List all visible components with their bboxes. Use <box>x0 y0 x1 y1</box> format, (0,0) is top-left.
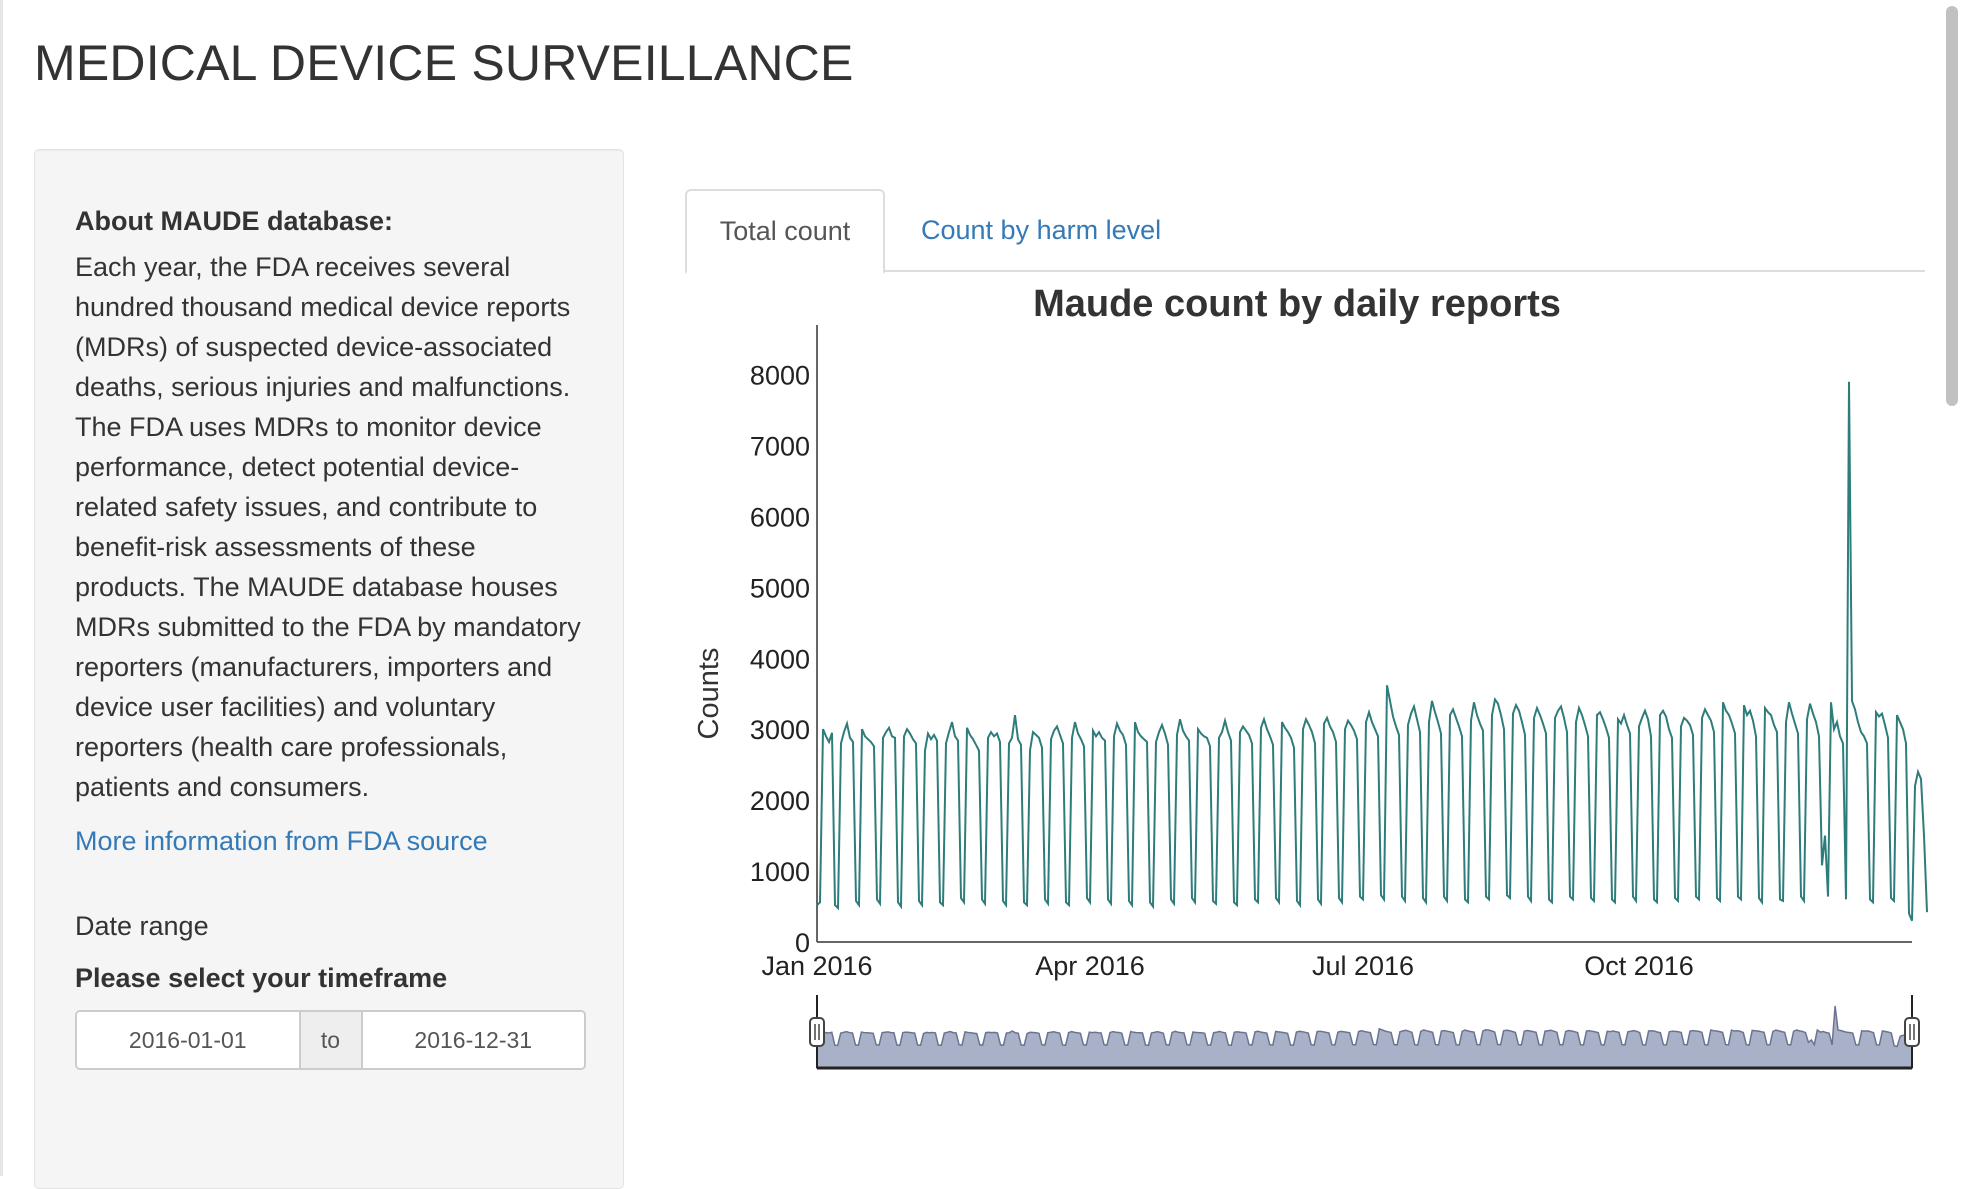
date-range-picker: to <box>75 1010 586 1070</box>
scrollbar-thumb[interactable] <box>1946 6 1958 406</box>
maude-daily-chart: Maude count by daily reports Counts 0 1000 2… <box>693 283 1928 1070</box>
y-tick-label: 3000 <box>750 715 810 745</box>
page-title: MEDICAL DEVICE SURVEILLANCE <box>34 35 854 91</box>
x-tick-label: Apr 2016 <box>1035 951 1145 981</box>
y-tick-label: 2000 <box>750 786 810 816</box>
sidebar-panel: About MAUDE database: Each year, the FDA… <box>34 149 624 1189</box>
y-tick-label: 4000 <box>750 644 810 674</box>
y-tick-label: 0 <box>795 928 810 958</box>
date-range-label: Date range <box>75 911 209 941</box>
y-tick-label: 7000 <box>750 432 810 462</box>
x-tick-label: Jan 2016 <box>761 951 872 981</box>
range-selector-left-handle[interactable] <box>809 1017 825 1047</box>
date-range-prompt: Please select your timeframe <box>75 963 448 993</box>
end-date-input[interactable] <box>362 1012 584 1068</box>
about-text: Each year, the FDA receives several hund… <box>75 252 581 802</box>
chart-tabs: Total count Count by harm level <box>685 189 1925 274</box>
x-tick-label: Jul 2016 <box>1312 951 1414 981</box>
y-tick-label: 6000 <box>750 502 810 532</box>
y-tick-label: 5000 <box>750 573 810 603</box>
date-separator: to <box>298 1012 363 1068</box>
page-edge <box>0 0 3 1176</box>
tab-total-count[interactable]: Total count <box>685 189 885 274</box>
y-axis-label: Counts <box>693 648 725 740</box>
chart-title: Maude count by daily reports <box>1033 283 1561 325</box>
range-selector-right-handle[interactable] <box>1904 1017 1920 1047</box>
range-selector-overview <box>816 1005 1913 1069</box>
fda-source-link[interactable]: More information from FDA source <box>75 826 488 856</box>
about-heading: About MAUDE database: <box>75 206 394 236</box>
tab-count-by-harm-level[interactable]: Count by harm level <box>921 215 1162 245</box>
y-tick-label: 1000 <box>750 857 810 887</box>
series-line <box>816 381 1928 922</box>
y-tick-label: 8000 <box>750 361 810 391</box>
start-date-input[interactable] <box>77 1012 299 1068</box>
x-tick-label: Oct 2016 <box>1584 951 1694 981</box>
